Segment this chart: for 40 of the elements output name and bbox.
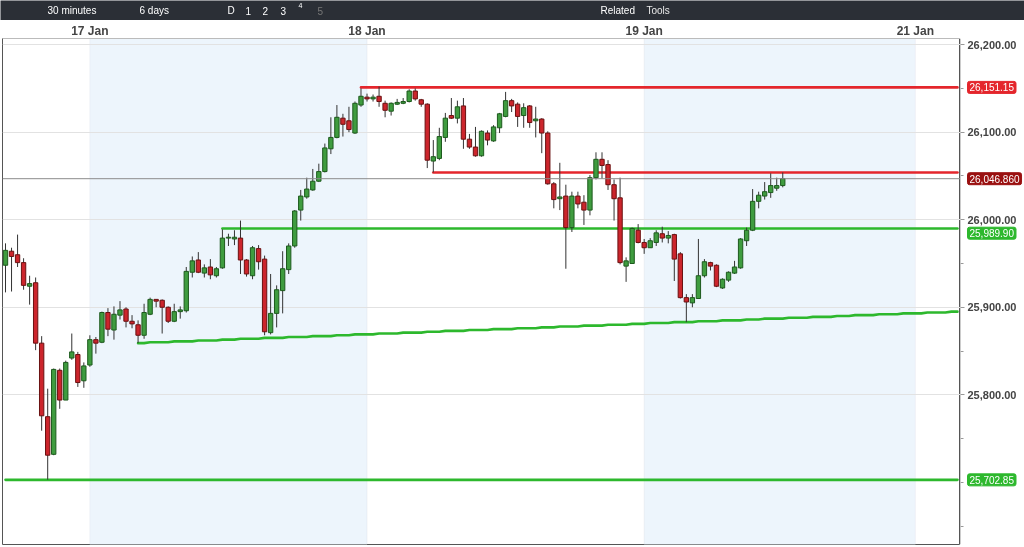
candlestick: [521, 102, 527, 129]
candlestick: [527, 104, 533, 129]
x-tick-label: 19 Jan: [625, 23, 663, 38]
x-tick-label: 18 Jan: [348, 23, 386, 38]
candlestick: [382, 100, 388, 118]
candlestick: [207, 258, 214, 280]
text: Tools: [646, 5, 670, 16]
candlestick: [533, 106, 539, 138]
candlestick: [376, 86, 382, 108]
text: 3: [280, 5, 287, 17]
y-tick-label: 25,900.00: [967, 301, 1017, 314]
candlestick: [370, 94, 376, 103]
candlestick: [26, 275, 33, 306]
data-label: 26,151.15: [969, 82, 1015, 94]
y-tick-label: 26,100.00: [967, 126, 1017, 139]
y-tick-label: 26,000.00: [967, 213, 1017, 226]
data-label: 25,989.90: [969, 228, 1015, 240]
text: 6 days: [139, 5, 169, 16]
x-tick-label: 17 Jan: [71, 23, 109, 38]
candlestick: [364, 93, 370, 103]
text: 30 minutes: [47, 5, 97, 16]
candlestick: [93, 336, 99, 355]
y-tick-label: 25,800.00: [967, 388, 1017, 401]
line-series: [136, 310, 959, 345]
text: D: [227, 5, 235, 16]
y-tick-label: 26,200.00: [967, 38, 1017, 51]
ref-line-label: 26,046.860: [969, 173, 1020, 185]
candlestick: [81, 361, 87, 389]
x-tick-label: 21 Jan: [896, 23, 934, 38]
candlestick: [2, 242, 9, 293]
text: 5: [317, 5, 324, 17]
candlestick: [557, 162, 563, 211]
candlestick: [69, 333, 75, 361]
candlestick: [454, 100, 461, 124]
text: Related: [600, 5, 635, 16]
text: 2: [262, 5, 269, 17]
text: 1: [245, 5, 252, 17]
candlestick: [105, 307, 111, 337]
data-label: 25,702.85: [969, 474, 1015, 486]
candlestick: [135, 319, 141, 344]
